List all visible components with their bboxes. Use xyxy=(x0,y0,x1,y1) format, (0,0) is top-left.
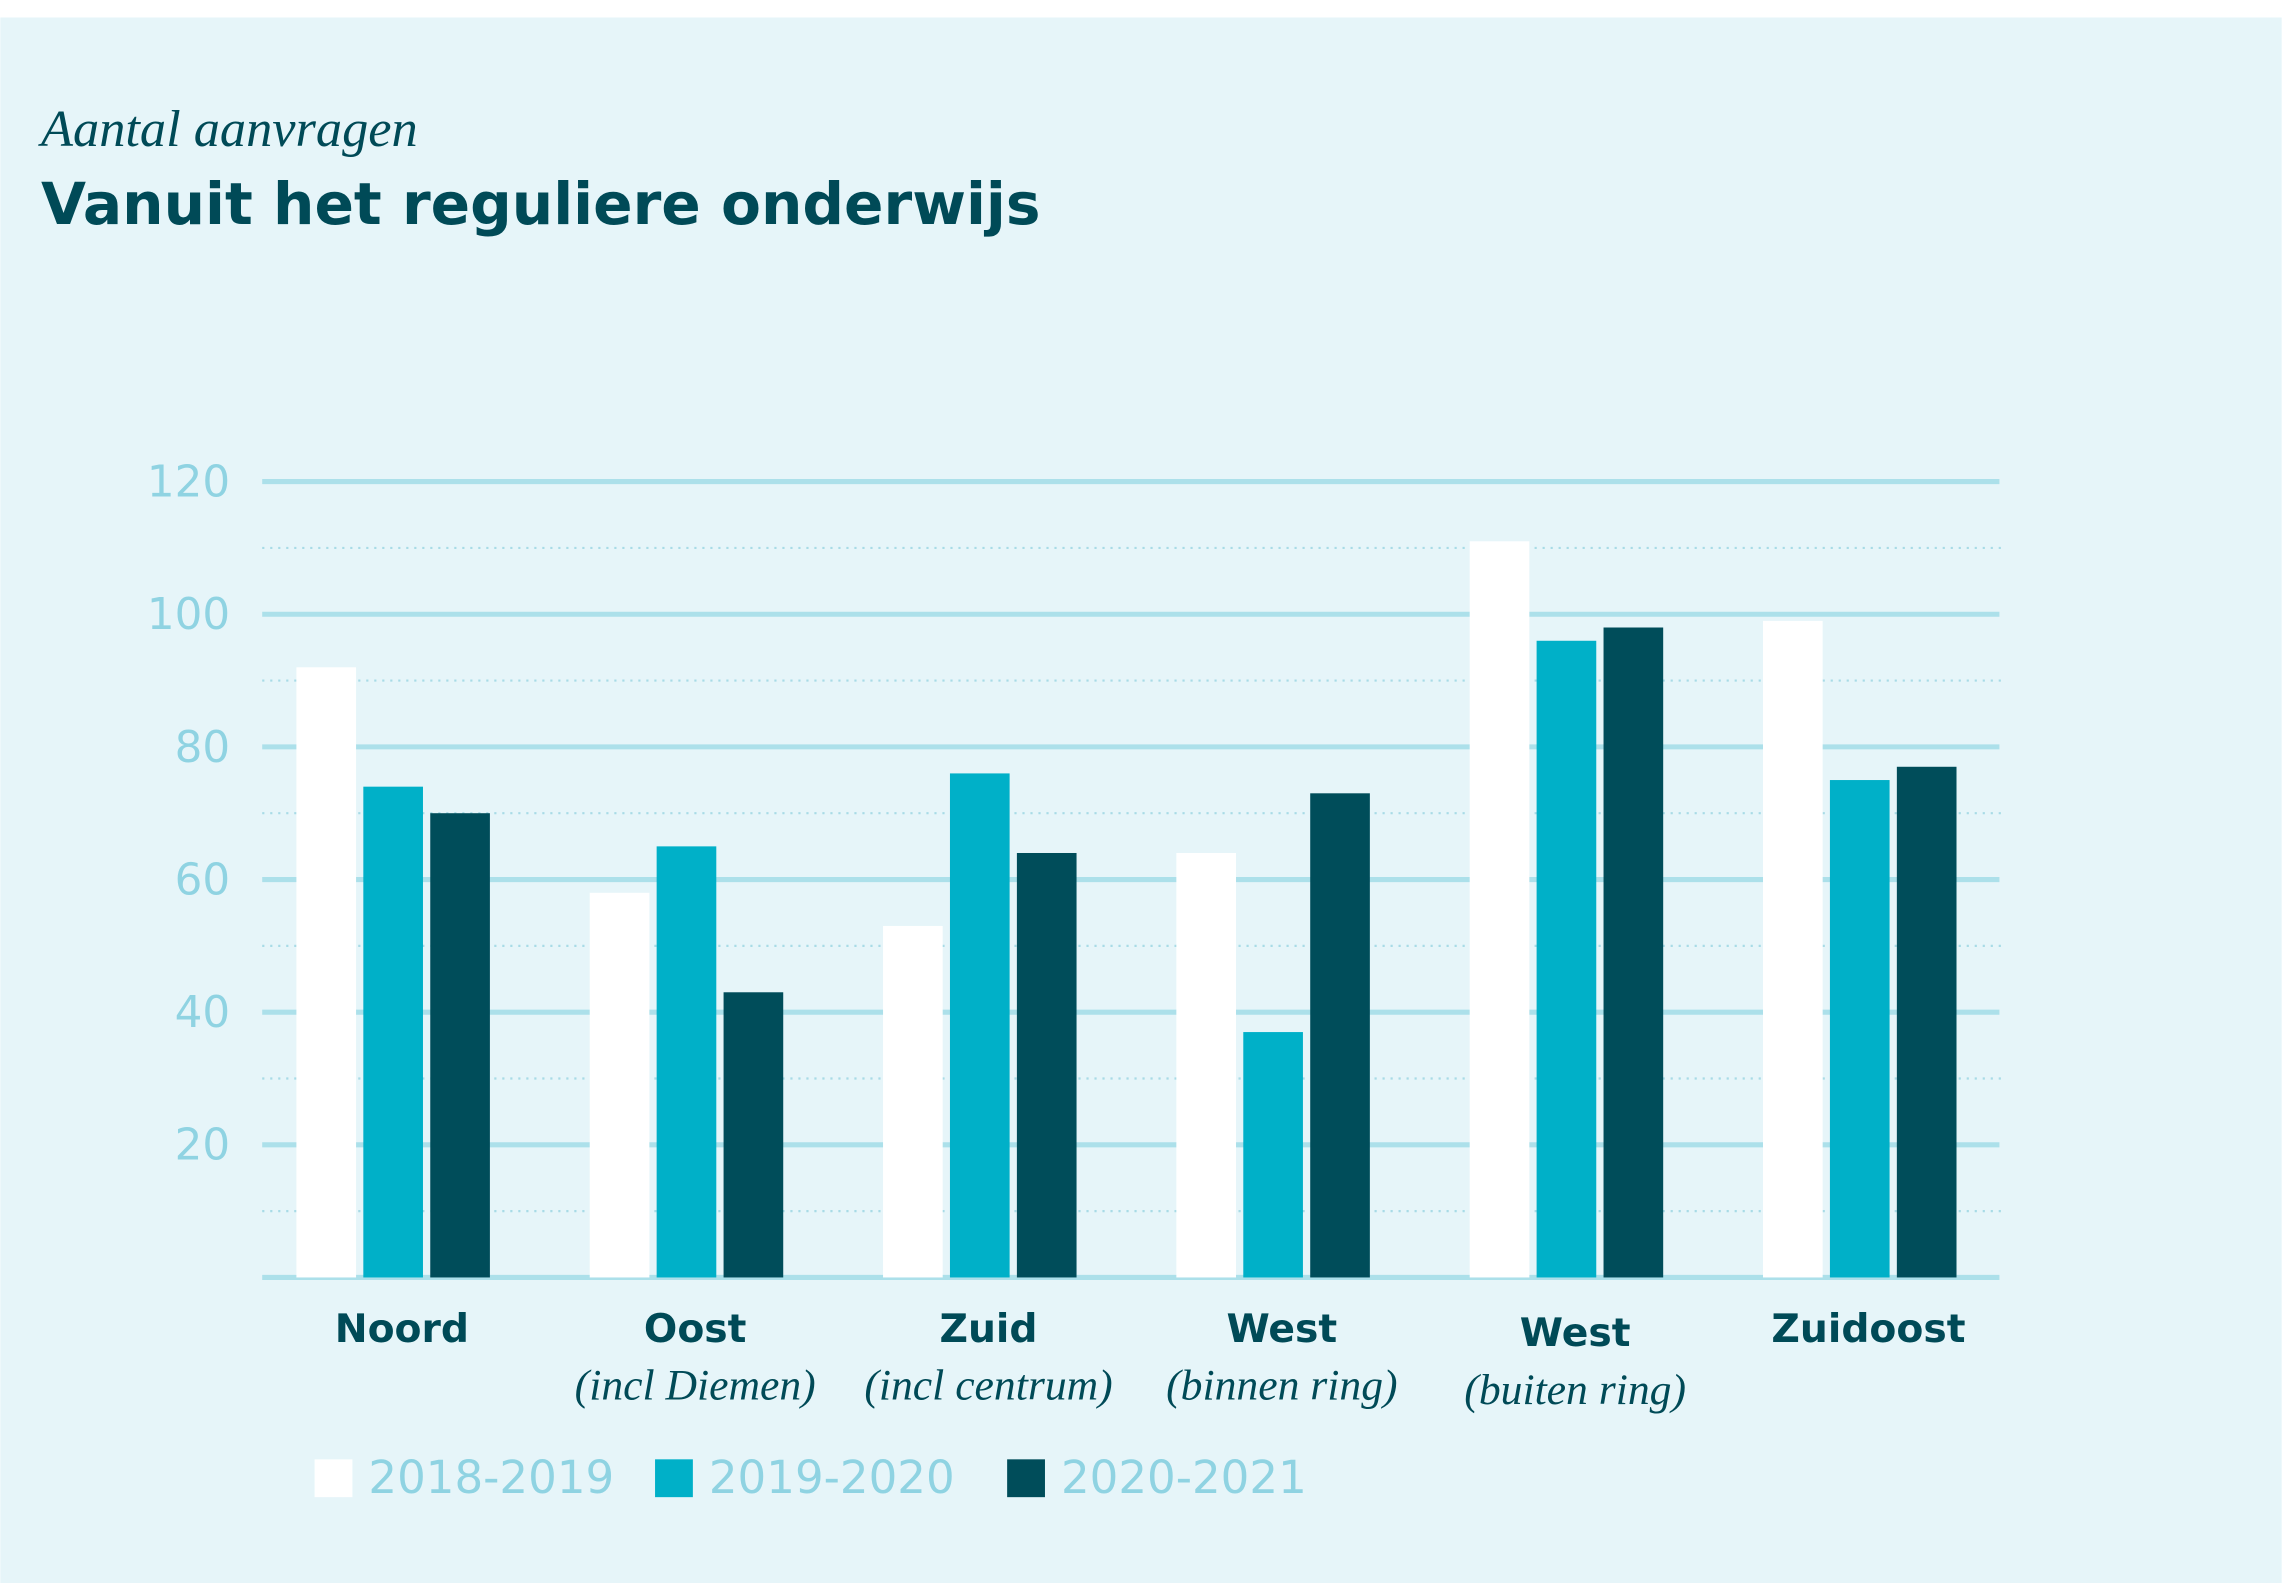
legend-label: 2018-2019 xyxy=(368,1451,614,1504)
bar xyxy=(1176,852,1237,1278)
bar xyxy=(723,992,784,1278)
x-tick-label: Zuid xyxy=(940,1307,1038,1352)
legend-label: 2020-2021 xyxy=(1061,1451,1307,1504)
bar xyxy=(1603,627,1664,1278)
bar xyxy=(1310,793,1370,1278)
legend-swatch xyxy=(314,1459,353,1498)
bar xyxy=(1469,541,1530,1278)
legend-swatch xyxy=(655,1459,693,1498)
bar xyxy=(883,925,943,1278)
bar xyxy=(296,667,357,1278)
y-tick-label: 60 xyxy=(175,854,231,905)
x-tick-sublabel: (incl centrum) xyxy=(864,1362,1112,1410)
x-tick-label: Oost xyxy=(644,1307,746,1352)
x-tick-label: Zuidoost xyxy=(1771,1307,1965,1352)
x-tick-sublabel: (incl Diemen) xyxy=(575,1362,816,1410)
y-tick-label: 40 xyxy=(175,987,231,1038)
bar xyxy=(430,813,490,1278)
bar xyxy=(656,846,717,1278)
bar xyxy=(1536,640,1597,1278)
bar xyxy=(1829,780,1890,1278)
bar xyxy=(1896,766,1957,1278)
chart-subtitle: Aantal aanvragen xyxy=(38,100,418,158)
bar xyxy=(589,892,650,1278)
chart-title: Vanuit het reguliere onderwijs xyxy=(41,170,1040,238)
x-tick-label: West xyxy=(1226,1307,1337,1352)
legend-label: 2019-2020 xyxy=(709,1451,955,1504)
y-tick-label: 120 xyxy=(147,457,230,508)
x-tick-sublabel: (binnen ring) xyxy=(1166,1362,1397,1410)
legend-swatch xyxy=(1007,1459,1045,1498)
y-tick-label: 80 xyxy=(175,722,231,773)
x-tick-sublabel: (buiten ring) xyxy=(1464,1366,1686,1414)
bar xyxy=(363,786,423,1278)
y-tick-label: 20 xyxy=(175,1120,231,1171)
bar xyxy=(1243,1032,1303,1278)
bar xyxy=(1762,620,1823,1278)
x-tick-label: Noord xyxy=(335,1307,469,1352)
y-tick-label: 100 xyxy=(147,589,230,640)
x-tick-label: West xyxy=(1520,1311,1631,1356)
bar xyxy=(949,773,1010,1278)
bar xyxy=(1016,852,1077,1278)
